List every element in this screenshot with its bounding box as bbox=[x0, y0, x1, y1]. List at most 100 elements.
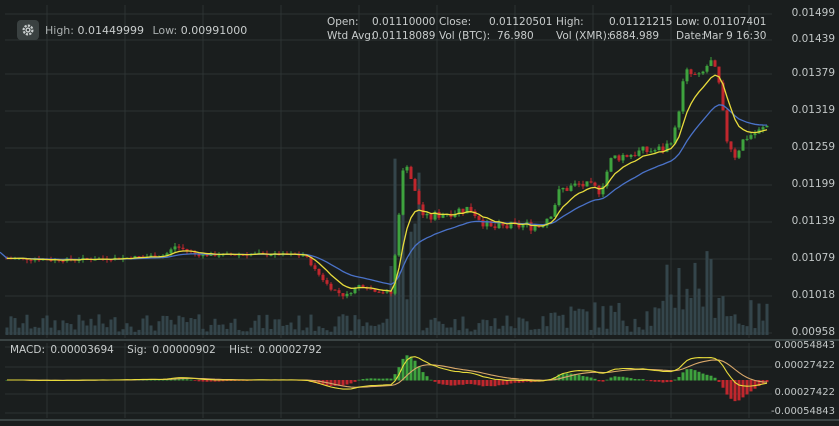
macd-histogram-bar bbox=[465, 380, 469, 385]
candle-body bbox=[705, 66, 709, 72]
macd-value: 0.00003694 bbox=[50, 344, 114, 356]
volume-bar bbox=[145, 315, 149, 335]
settings-button[interactable] bbox=[17, 20, 39, 40]
macd-histogram-bar bbox=[669, 380, 673, 382]
candle-body bbox=[477, 216, 481, 220]
volume-bar bbox=[193, 319, 197, 335]
volume-bar bbox=[741, 324, 745, 335]
candle-body bbox=[413, 179, 417, 191]
candle-body bbox=[645, 146, 649, 153]
candle-body bbox=[489, 220, 493, 227]
candle-body bbox=[593, 182, 597, 186]
volume-bar bbox=[441, 323, 445, 335]
candle-body bbox=[529, 222, 533, 231]
macd-histogram-bar bbox=[317, 380, 321, 384]
candle-body bbox=[453, 213, 457, 217]
candle-body bbox=[729, 141, 733, 150]
candle-body bbox=[429, 214, 433, 220]
candle-body bbox=[749, 135, 753, 139]
volume-bar bbox=[321, 328, 325, 335]
volume-bar bbox=[209, 324, 213, 335]
macd-histogram-bar bbox=[497, 380, 501, 386]
volume-bar bbox=[709, 259, 713, 335]
ohlc-low-value: 0.01107401 bbox=[703, 16, 767, 28]
candle-body bbox=[545, 218, 549, 226]
macd-histogram-bar bbox=[637, 379, 641, 381]
macd-histogram-bar bbox=[477, 380, 481, 386]
candle-body bbox=[657, 146, 661, 151]
volume-bar bbox=[101, 323, 105, 335]
candle-body bbox=[709, 60, 713, 67]
volume-bar bbox=[49, 327, 53, 335]
macd-histogram-bar bbox=[645, 380, 649, 381]
macd-histogram-bar bbox=[353, 380, 357, 382]
low-value: 0.00991000 bbox=[180, 24, 248, 37]
volume-bar bbox=[273, 319, 277, 335]
volume-bar bbox=[489, 326, 493, 335]
candle-body bbox=[765, 125, 769, 128]
candle-body bbox=[605, 171, 609, 187]
candle-body bbox=[309, 256, 313, 266]
volume-bar bbox=[593, 302, 597, 335]
volume-bar bbox=[349, 330, 353, 335]
volume-bar bbox=[513, 328, 517, 335]
volume-bar bbox=[445, 327, 449, 335]
price-axis-tick: 0.01079 bbox=[791, 252, 835, 264]
volume-bar bbox=[365, 322, 369, 335]
macd-histogram-bar bbox=[685, 369, 689, 381]
volume-bar bbox=[149, 325, 153, 335]
volume-bar bbox=[405, 299, 409, 335]
macd-histogram-bar bbox=[417, 366, 421, 381]
candle-body bbox=[437, 211, 441, 218]
volume-bar bbox=[61, 320, 65, 335]
macd-histogram-bar bbox=[733, 380, 737, 402]
candle-body bbox=[33, 259, 37, 261]
candle-body bbox=[713, 60, 717, 67]
candle-body bbox=[697, 73, 701, 75]
volbtc-label: Vol (BTC): bbox=[439, 30, 491, 42]
macd-histogram-bar bbox=[229, 380, 233, 381]
volume-bar bbox=[657, 308, 661, 335]
candle-body bbox=[649, 151, 653, 153]
volume-bar bbox=[389, 266, 393, 335]
volume-bar bbox=[97, 314, 101, 335]
candle-body bbox=[201, 254, 205, 257]
candle-body bbox=[149, 255, 153, 257]
candle-body bbox=[629, 154, 633, 157]
volume-bar bbox=[105, 327, 109, 335]
candle-body bbox=[193, 251, 197, 254]
volume-bar bbox=[377, 324, 381, 335]
volume-bar bbox=[57, 330, 61, 335]
candle-body bbox=[701, 71, 705, 74]
macd-histogram-bar bbox=[705, 374, 709, 381]
macd-histogram-bar bbox=[469, 380, 473, 385]
volume-bar bbox=[421, 330, 425, 335]
candle-body bbox=[537, 226, 541, 228]
candle-body bbox=[569, 185, 573, 191]
candle-body bbox=[433, 211, 437, 220]
macd-histogram-bar bbox=[713, 377, 717, 381]
macd-histogram-bar bbox=[453, 380, 457, 386]
volume-bar bbox=[229, 322, 233, 335]
macd-axis-tick: -0.00054843 bbox=[770, 406, 835, 417]
macd-histogram-bar bbox=[389, 378, 393, 381]
candle-body bbox=[233, 254, 237, 256]
volbtc-value: 76.980 bbox=[497, 30, 534, 42]
candle-body bbox=[625, 154, 629, 157]
volume-bar bbox=[573, 310, 577, 335]
macd-histogram-bar bbox=[649, 380, 653, 382]
candle-body bbox=[693, 74, 697, 76]
volume-bar bbox=[589, 329, 593, 335]
macd-histogram-bar bbox=[409, 356, 413, 381]
price-axis-tick: 0.01018 bbox=[791, 289, 835, 301]
macd-histogram-bar bbox=[365, 378, 369, 381]
macd-histogram-bar bbox=[201, 380, 205, 382]
candle-body bbox=[337, 290, 341, 294]
volume-bar bbox=[661, 300, 665, 335]
volume-bar bbox=[233, 318, 237, 335]
open-value: 0.01110000 bbox=[372, 16, 436, 28]
volume-bar bbox=[509, 326, 513, 335]
candle-body bbox=[741, 139, 745, 151]
